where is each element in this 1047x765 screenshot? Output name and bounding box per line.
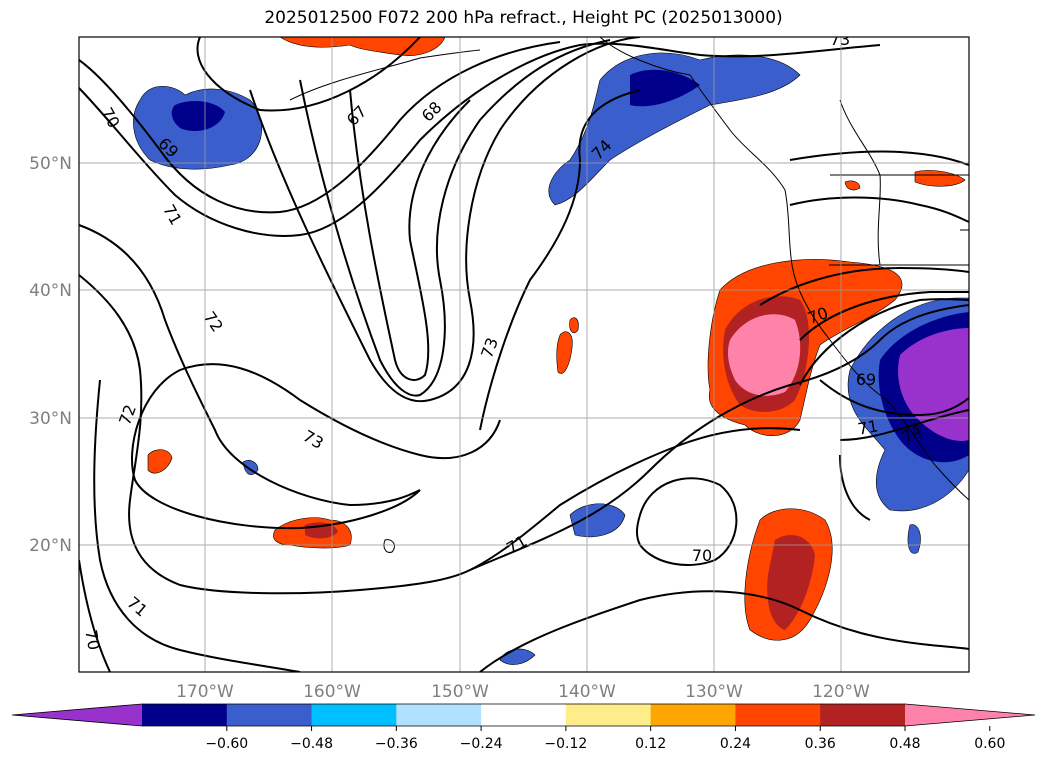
colorbar-segment <box>650 704 736 726</box>
colorbar-tick-label: 0.36 <box>805 736 836 752</box>
negative-anomaly-fill <box>133 52 969 665</box>
lat-label: 20°N <box>29 536 72 556</box>
colorbar-tick-label: 0.60 <box>974 736 1005 752</box>
longitude-labels: 170°W 160°W 150°W 140°W 130°W 120°W <box>176 682 870 702</box>
colorbar <box>11 703 1036 727</box>
contour-label: 70 <box>81 628 103 651</box>
lon-label: 120°W <box>812 682 870 702</box>
colorbar-segment <box>396 704 482 726</box>
colorbar-extend-low <box>12 704 142 726</box>
colorbar-extend-high <box>905 704 1035 726</box>
colorbar-segment <box>481 704 567 726</box>
contour-label: 71 <box>856 416 879 438</box>
colorbar-segment <box>735 704 821 726</box>
colorbar-segment <box>565 704 652 726</box>
contour-label: 73 <box>830 30 850 49</box>
lon-label: 130°W <box>685 682 743 702</box>
contour-label: 69 <box>856 370 876 389</box>
colorbar-segment <box>311 704 397 726</box>
lat-label: 30°N <box>29 409 72 429</box>
map-frame <box>78 36 970 673</box>
map-title: 2025012500 F072 200 hPa refract., Height… <box>264 8 783 28</box>
colorbar-tick-label: −0.12 <box>544 736 587 752</box>
lon-label: 170°W <box>176 682 234 702</box>
colorbar-tick-label: −0.24 <box>460 736 503 752</box>
coastlines <box>289 37 969 553</box>
gridlines <box>79 37 969 672</box>
colorbar-ticks: −0.60 −0.48 −0.36 −0.24 −0.12 0.12 0.24 0.36 0.4… <box>205 726 1005 752</box>
height-contours <box>79 37 969 672</box>
lon-label: 140°W <box>558 682 616 702</box>
lat-label: 40°N <box>29 281 72 301</box>
latitude-labels: 50°N 40°N 30°N 20°N <box>29 154 72 556</box>
colorbar-tick-label: −0.60 <box>205 736 248 752</box>
colorbar-tick-label: 0.48 <box>889 736 920 752</box>
colorbar-tick-label: −0.48 <box>290 736 333 752</box>
colorbar-tick-label: −0.36 <box>375 736 418 752</box>
colorbar-segment <box>142 704 228 726</box>
colorbar-segment <box>226 704 313 726</box>
lon-label: 160°W <box>303 682 361 702</box>
colorbar-segment <box>820 704 906 726</box>
colorbar-tick-label: 0.24 <box>720 736 751 752</box>
contour-label: 70 <box>692 546 712 565</box>
colorbar-tick-label: 0.12 <box>635 736 666 752</box>
colorbar-outline <box>11 703 1036 727</box>
lon-label: 150°W <box>431 682 489 702</box>
lat-label: 50°N <box>29 154 72 174</box>
